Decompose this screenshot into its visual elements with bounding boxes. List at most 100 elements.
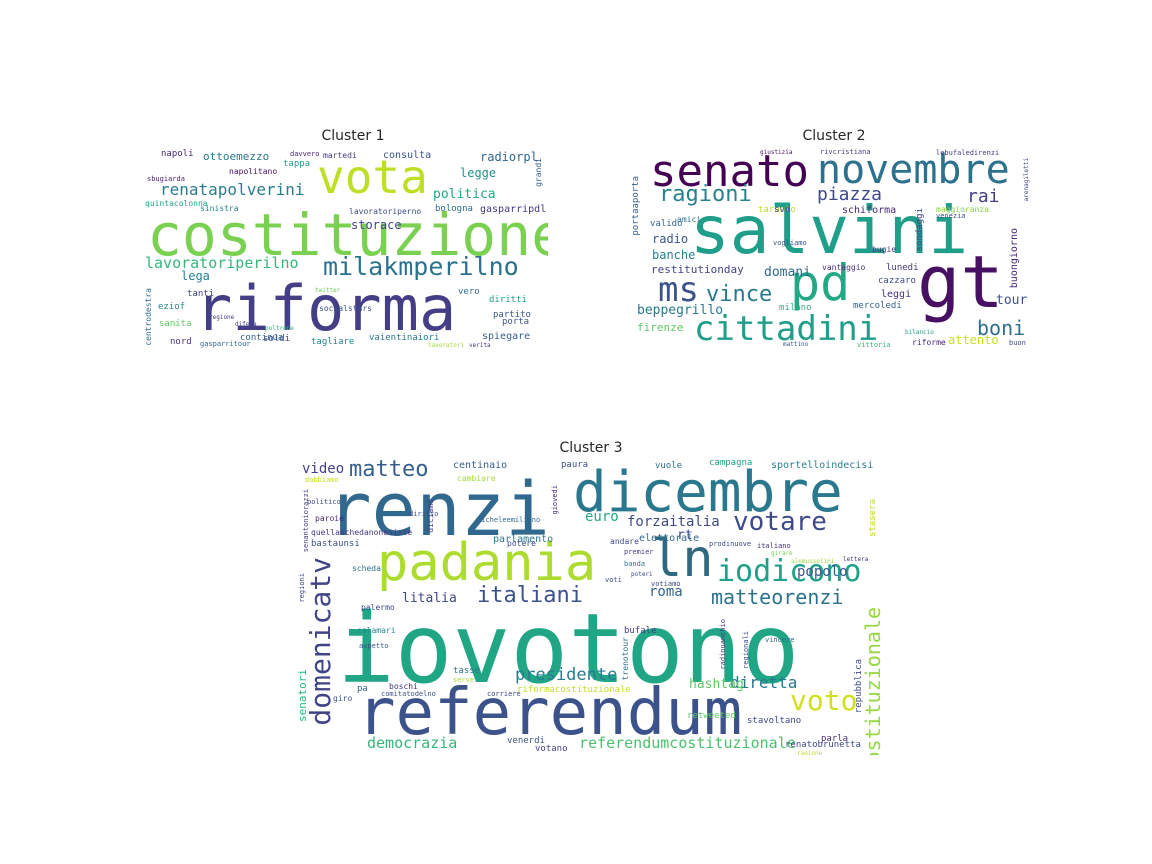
word: tagliare [311, 337, 355, 347]
word: bastaunsi [311, 539, 360, 549]
word: lebufaledirenzi [936, 149, 1000, 157]
word: cittadini [694, 309, 879, 349]
word: venezia [936, 212, 966, 220]
word: taranto [758, 205, 796, 215]
word: girare [771, 550, 793, 557]
word: leggi [881, 289, 912, 300]
word: verita [469, 342, 491, 349]
word: sbugiarda [147, 175, 185, 183]
word: bugie [872, 245, 897, 254]
word: piazza [817, 184, 883, 205]
word: referendumcostituzionale [579, 734, 796, 752]
word: riforme [912, 338, 946, 347]
word: roma [649, 584, 683, 600]
word: cambiare [457, 474, 496, 483]
word: alemussolini [791, 558, 835, 565]
panel-title-cluster-1: Cluster 1 [321, 128, 385, 144]
word: ln [651, 529, 714, 589]
word: renatapolverini [160, 180, 305, 199]
word: partito [493, 310, 531, 320]
word: micheleemiliano [477, 516, 541, 524]
word: padania [377, 533, 597, 593]
word: twitter [315, 287, 341, 294]
word: banche [652, 248, 696, 262]
word: costituzione [147, 201, 548, 269]
word: forzaitalia [627, 514, 720, 530]
word: matteo [349, 459, 429, 482]
word: soldi [263, 334, 291, 344]
word: schiforma [842, 205, 897, 216]
word: rt [677, 528, 693, 543]
word: renatobrunetta [785, 740, 861, 750]
word: ms [658, 270, 699, 310]
word: attento [948, 333, 999, 347]
word: gasparripdl [480, 204, 547, 215]
word: votano [535, 744, 568, 754]
word: novembre [817, 148, 1010, 193]
word: consulta [383, 150, 432, 161]
word: radiorpl [480, 150, 538, 164]
word: italiano [757, 542, 791, 550]
word: maggioranza [936, 205, 989, 214]
word: italiani [477, 583, 583, 608]
word: regioni [298, 573, 306, 603]
word: votiamo [651, 580, 681, 588]
word: buon [1009, 339, 1026, 347]
word: eziof [158, 302, 186, 312]
word: centinaio [453, 460, 508, 471]
word: quellaschedanonesiste [311, 528, 413, 537]
word: senato [650, 148, 809, 197]
word: vittoria [857, 341, 891, 349]
word: mercoledi [853, 301, 902, 311]
word: popolo [797, 564, 848, 580]
word: tanti [187, 289, 215, 299]
word: vogliamo [773, 239, 807, 247]
word: arenagiletti [1023, 158, 1030, 202]
word: matteorenzi [711, 585, 844, 609]
word: trenotour [621, 637, 630, 681]
word: retweeted [687, 711, 736, 721]
word: beppegrillo [637, 303, 724, 318]
word: legge [460, 166, 497, 180]
word: ottoemezzo [203, 150, 270, 163]
word: rai [967, 186, 1000, 207]
word: dicembre [573, 460, 843, 525]
word: senantoniorazzi [302, 489, 310, 553]
word: pd [790, 254, 851, 312]
word: lettera [843, 556, 869, 563]
word: iodicono [717, 554, 862, 589]
word: boni [977, 316, 1026, 340]
word: tappa [283, 159, 311, 169]
word: elettorale [639, 533, 700, 544]
word: boschi [389, 682, 418, 691]
word: diretta [730, 673, 798, 692]
word: napoli [161, 149, 194, 159]
word: democrazia [367, 734, 458, 752]
word: sondaggi [915, 208, 925, 252]
word: rivcristiana [820, 148, 871, 156]
word: sportelloindecisi [771, 460, 874, 471]
word: andare [610, 537, 639, 546]
word: centrodestra [145, 288, 153, 346]
word: aspetto [359, 642, 389, 650]
word: renzi [327, 467, 550, 553]
word: litalia [402, 591, 457, 606]
word: paroie [315, 514, 344, 523]
word: bufale [624, 626, 657, 636]
word: premier [624, 548, 654, 556]
word: nord [170, 337, 192, 347]
word: valido [650, 219, 683, 229]
word: vero [458, 287, 480, 297]
word: portaaporta [632, 176, 641, 236]
word: stasera [868, 499, 878, 537]
word: hashtag [689, 677, 744, 692]
word: vince [706, 282, 773, 307]
word: stavoltano [747, 716, 802, 726]
word: martedi [323, 151, 357, 160]
word: bologna [435, 204, 473, 214]
word: domani [764, 265, 811, 280]
word: lavoratoriperilno [145, 254, 299, 272]
word: napolitano [229, 167, 278, 176]
word: parla [821, 734, 849, 744]
word: campagna [709, 459, 753, 468]
